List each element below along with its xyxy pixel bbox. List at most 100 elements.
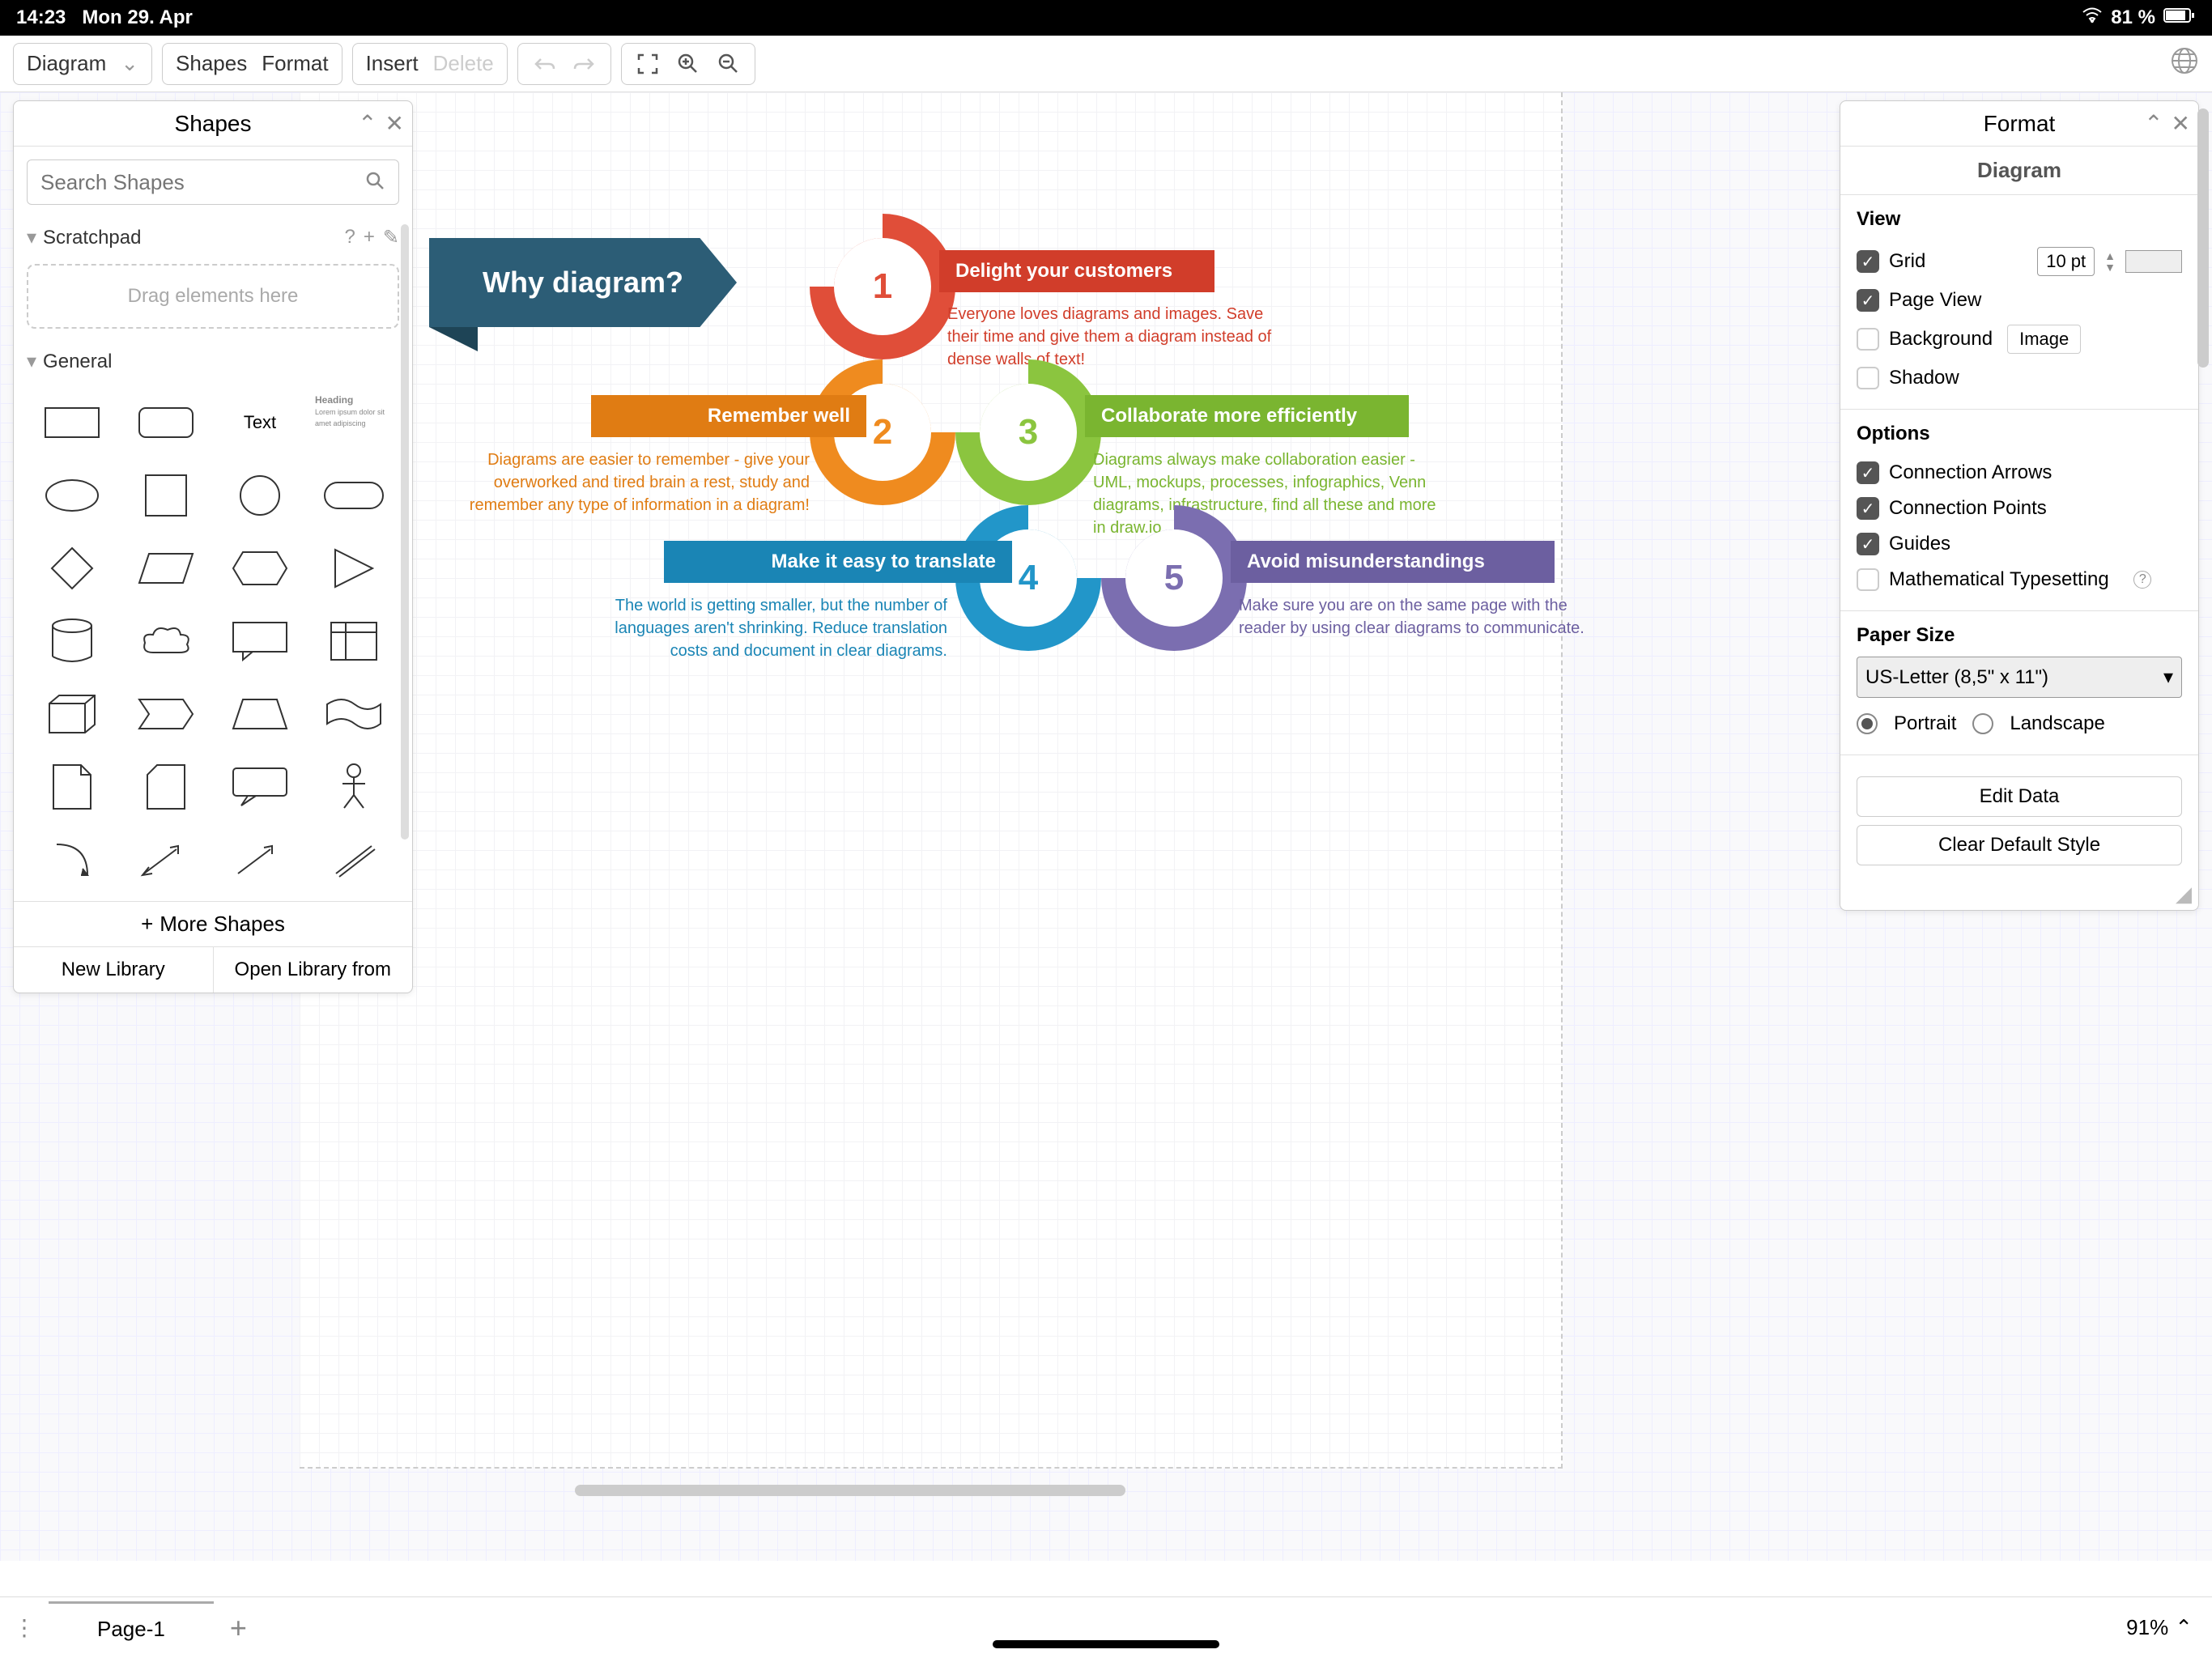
vertical-scrollbar[interactable] [2197,108,2209,368]
resize-grip-icon[interactable]: ◢ [1840,878,2198,910]
paper-title: Paper Size [1857,624,2182,647]
scratchpad-title: Scratchpad [43,227,141,249]
shape-text[interactable]: Text [221,394,299,451]
bottom-bar: ⋮ Page-1 + 91% ⌃ [0,1596,2212,1658]
shape-heading[interactable]: HeadingLorem ipsum dolor sit amet adipis… [315,394,393,451]
shadow-checkbox[interactable]: ✓ [1857,367,1879,389]
math-checkbox[interactable]: ✓ [1857,568,1879,591]
format-button[interactable]: Format [262,51,328,76]
view-title: View [1857,208,2182,231]
zoom-out-icon[interactable] [716,51,742,77]
connpoints-checkbox[interactable]: ✓ [1857,497,1879,520]
grid-size-input[interactable]: 10 pt [2037,247,2095,276]
edit-data-button[interactable]: Edit Data [1857,776,2182,817]
guides-checkbox[interactable]: ✓ [1857,533,1879,555]
shape-callout2[interactable] [221,759,299,815]
page-menu-icon[interactable]: ⋮ [0,1614,49,1641]
globe-icon[interactable] [2170,46,2199,81]
insert-button[interactable]: Insert [366,51,419,76]
paper-size-select[interactable]: US-Letter (8,5" x 11") ▾ [1857,657,2182,698]
shape-hexagon[interactable] [221,540,299,597]
shape-triangle[interactable] [315,540,393,597]
edit-icon[interactable]: ✎ [383,226,399,249]
open-library-button[interactable]: Open Library from [214,947,413,993]
portrait-label: Portrait [1894,712,1956,735]
shape-diamond[interactable] [33,540,111,597]
landscape-label: Landscape [2010,712,2104,735]
more-shapes-button[interactable]: +More Shapes [14,901,412,946]
shape-tape[interactable] [315,686,393,742]
bar-1[interactable]: Delight your customers [939,250,1214,292]
image-button[interactable]: Image [2007,325,2081,354]
clear-style-button[interactable]: Clear Default Style [1857,825,2182,865]
infographic-title-fold [429,327,478,351]
grid-spinner[interactable]: ▲▼ [2104,250,2116,273]
bar-5[interactable]: Avoid misunderstandings [1231,541,1555,583]
grid-checkbox[interactable]: ✓ [1857,250,1879,273]
general-header[interactable]: ▾ General [14,342,412,381]
shape-pill[interactable] [315,467,393,524]
pageview-checkbox[interactable]: ✓ [1857,289,1879,312]
ring-3[interactable]: 3 [955,359,1101,505]
chevron-down-icon: ⌄ [121,51,138,76]
fullscreen-icon[interactable] [635,51,661,77]
grid-color-swatch[interactable] [2125,250,2182,273]
shape-round-rect[interactable] [127,394,205,451]
shape-trapezoid[interactable] [221,686,299,742]
shape-cylinder[interactable] [33,613,111,670]
shape-callout[interactable] [221,613,299,670]
shape-arrow[interactable] [221,831,299,888]
portrait-radio[interactable] [1857,713,1878,734]
help-icon[interactable]: ? [345,226,355,249]
bar-4[interactable]: Make it easy to translate [664,541,1012,583]
new-library-button[interactable]: New Library [14,947,214,993]
connarrows-checkbox[interactable]: ✓ [1857,461,1879,484]
landscape-radio[interactable] [1972,713,1993,734]
shapes-button[interactable]: Shapes [176,51,247,76]
infographic[interactable]: Why diagram? 1 Delight your customers Ev… [429,230,1676,780]
shape-step[interactable] [127,686,205,742]
shape-note[interactable] [33,759,111,815]
collapse-icon[interactable]: ⌃ [358,110,376,137]
help-icon[interactable]: ? [2133,571,2151,589]
search-icon[interactable] [365,171,386,198]
zoom-value: 91% [2126,1615,2168,1640]
shape-cloud[interactable] [127,613,205,670]
shapes-scrollbar[interactable] [401,224,409,840]
shape-square[interactable] [127,467,205,524]
page-tab-1[interactable]: Page-1 [49,1601,214,1655]
ring-5[interactable]: 5 [1101,505,1247,651]
scratchpad-drop[interactable]: Drag elements here [27,264,399,329]
shadow-label: Shadow [1889,367,1959,389]
bar-2[interactable]: Remember well [591,395,866,437]
ring-1[interactable]: 1 [810,214,955,359]
shape-arrow-bidir[interactable] [127,831,205,888]
scratchpad-header[interactable]: ▾ Scratchpad ? + ✎ [14,218,412,257]
shape-actor[interactable] [315,759,393,815]
add-icon[interactable]: + [364,226,375,249]
diagram-menu[interactable]: Diagram ⌄ [13,43,152,85]
shapes-panel: Shapes ⌃ ✕ ▾ Scratchpad ? + ✎ Drag el [13,100,413,993]
shape-curve[interactable] [33,831,111,888]
close-icon[interactable]: ✕ [2172,110,2190,137]
shape-circle[interactable] [221,467,299,524]
collapse-icon[interactable]: ⌃ [2144,110,2163,137]
shape-table[interactable] [315,613,393,670]
zoom-in-icon[interactable] [675,51,701,77]
shape-parallelogram[interactable] [127,540,205,597]
infographic-title[interactable]: Why diagram? [429,238,737,327]
shape-ellipse[interactable] [33,467,111,524]
close-icon[interactable]: ✕ [385,110,404,137]
add-page-button[interactable]: + [214,1611,263,1645]
horizontal-scrollbar[interactable] [575,1485,1125,1496]
shape-link[interactable] [315,831,393,888]
shape-rect[interactable] [33,394,111,451]
status-left: 14:23 Mon 29. Apr [16,6,193,29]
bar-3[interactable]: Collaborate more efficiently [1085,395,1409,437]
shape-cube[interactable] [33,686,111,742]
chevron-up-icon: ⌃ [2175,1615,2193,1640]
background-checkbox[interactable]: ✓ [1857,328,1879,351]
search-input[interactable] [27,159,399,205]
shape-card[interactable] [127,759,205,815]
zoom-indicator[interactable]: 91% ⌃ [2107,1615,2212,1640]
